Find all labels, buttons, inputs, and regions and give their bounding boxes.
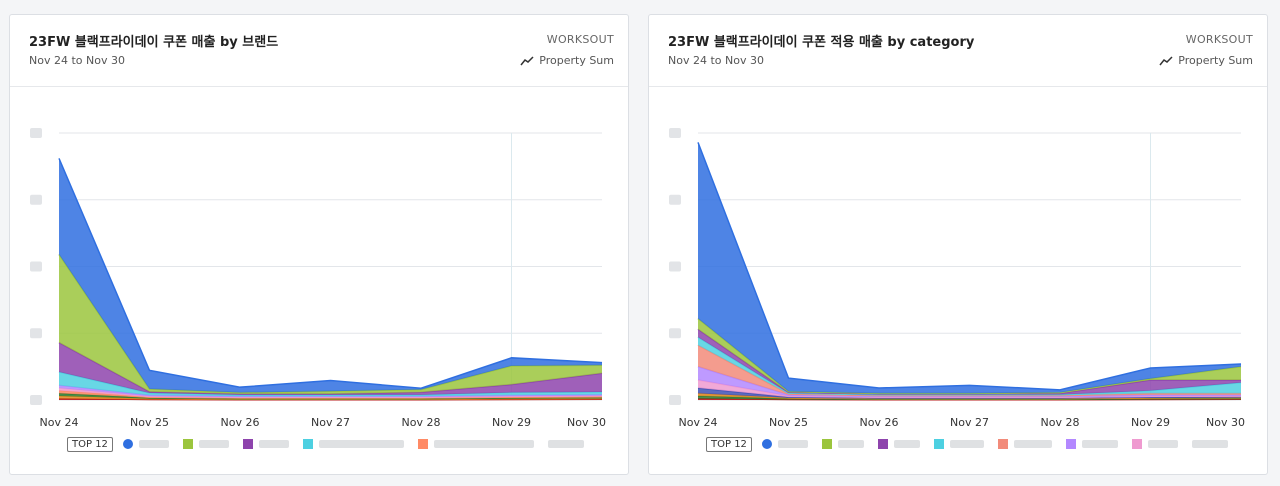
legend-swatch — [122, 439, 133, 449]
x-tick-label: Nov 29 — [492, 416, 531, 429]
legend-label-redacted — [547, 440, 584, 448]
y-tick-placeholder — [30, 194, 42, 205]
legend-item[interactable] — [933, 439, 984, 449]
x-tick-label: Nov 25 — [130, 416, 169, 429]
legend-label-redacted — [1081, 440, 1118, 448]
x-tick-label: Nov 27 — [311, 416, 350, 429]
x-tick-label: Nov 26 — [221, 416, 260, 429]
series-line — [697, 142, 1242, 391]
metric-label-text: Property Sum — [539, 54, 614, 67]
x-tick-label: Nov 27 — [950, 416, 989, 429]
metric-label: Property Sum — [1159, 54, 1253, 67]
y-tick-placeholder — [669, 194, 681, 205]
org-label: WORKSOUT — [1185, 33, 1253, 46]
y-tick-placeholder — [30, 261, 42, 272]
chart-card-category: 23FW 블랙프라이데이 쿠폰 적용 매출 by category Nov 24… — [648, 14, 1268, 475]
stacked-area-chart-category: Nov 24 Nov 25 Nov 26 Nov 27 Nov 28 Nov 29 Nov … — [669, 128, 1245, 429]
series-area[interactable] — [698, 395, 1241, 400]
legend-item[interactable] — [122, 439, 169, 449]
x-tick-label: Nov 30 — [567, 416, 606, 429]
legend-swatch — [1065, 439, 1076, 449]
legend-item[interactable] — [182, 439, 229, 449]
series-line — [58, 158, 603, 390]
legend-swatch — [821, 439, 832, 449]
series-area[interactable] — [698, 142, 1241, 394]
legend-item[interactable] — [242, 439, 289, 449]
y-tick-placeholder — [669, 261, 681, 272]
divider — [649, 86, 1267, 87]
legend-item[interactable] — [547, 440, 584, 448]
legend-item[interactable] — [302, 439, 404, 449]
metric-label-text: Property Sum — [1178, 54, 1253, 67]
legend-label-redacted — [1191, 440, 1228, 448]
legend-item[interactable] — [1191, 440, 1228, 448]
date-range: Nov 24 to Nov 30 — [668, 54, 764, 67]
trend-line-icon — [1159, 55, 1173, 65]
series-area[interactable] — [59, 158, 602, 393]
chart-legend: TOP 12 — [67, 435, 598, 453]
x-tick-label: Nov 28 — [402, 416, 441, 429]
org-label: WORKSOUT — [546, 33, 614, 46]
legend-label-redacted — [1013, 440, 1052, 448]
x-tick-label: Nov 24 — [679, 416, 718, 429]
x-tick-label: Nov 29 — [1131, 416, 1170, 429]
divider — [10, 86, 628, 87]
legend-swatch — [877, 439, 888, 449]
x-tick-label: Nov 24 — [40, 416, 79, 429]
y-tick-placeholder — [30, 128, 42, 138]
legend-item[interactable] — [417, 439, 534, 449]
legend-item[interactable] — [1131, 439, 1178, 449]
y-tick-placeholder — [30, 395, 42, 405]
series-area[interactable] — [59, 254, 602, 394]
legend-label-redacted — [893, 440, 920, 448]
legend-item[interactable] — [997, 439, 1052, 449]
legend-label-redacted — [1147, 440, 1178, 448]
legend-item[interactable] — [761, 439, 808, 449]
card-title: 23FW 블랙프라이데이 쿠폰 매출 by 브랜드 — [29, 35, 279, 50]
trend-line-icon — [520, 55, 534, 65]
legend-swatch — [242, 439, 253, 449]
legend-items — [761, 439, 1242, 449]
x-tick-label: Nov 26 — [860, 416, 899, 429]
legend-label-redacted — [198, 440, 229, 448]
legend-item[interactable] — [1065, 439, 1118, 449]
series-area[interactable] — [59, 385, 602, 398]
legend-swatch — [1131, 439, 1142, 449]
y-tick-placeholder — [30, 328, 42, 339]
card-title: 23FW 블랙프라이데이 쿠폰 적용 매출 by category — [668, 35, 975, 50]
legend-label-redacted — [949, 440, 984, 448]
series-area[interactable] — [59, 342, 602, 395]
legend-label-redacted — [777, 440, 808, 448]
legend-swatch — [761, 439, 772, 449]
legend-swatch — [933, 439, 944, 449]
legend-swatch — [417, 439, 428, 449]
series-area[interactable] — [698, 337, 1241, 396]
legend-label-redacted — [258, 440, 289, 448]
legend-label-redacted — [433, 440, 534, 448]
legend-item[interactable] — [821, 439, 864, 449]
legend-label-redacted — [837, 440, 864, 448]
series-area[interactable] — [59, 371, 602, 397]
y-tick-placeholder — [669, 395, 681, 405]
top-n-badge[interactable]: TOP 12 — [706, 436, 752, 452]
legend-swatch — [182, 439, 193, 449]
x-tick-label: Nov 28 — [1041, 416, 1080, 429]
top-n-badge[interactable]: TOP 12 — [67, 436, 113, 452]
legend-label-redacted — [318, 440, 404, 448]
y-tick-placeholder — [669, 328, 681, 339]
stacked-area-chart-brand: Nov 24 Nov 25 Nov 26 Nov 27 Nov 28 Nov 29 Nov … — [30, 128, 606, 429]
legend-items — [122, 439, 598, 449]
legend-swatch — [997, 439, 1008, 449]
series-area[interactable] — [59, 395, 602, 400]
chart-card-brand: 23FW 블랙프라이데이 쿠폰 매출 by 브랜드 Nov 24 to Nov … — [9, 14, 629, 475]
legend-item[interactable] — [877, 439, 920, 449]
metric-label: Property Sum — [520, 54, 614, 67]
legend-swatch — [302, 439, 313, 449]
y-tick-placeholder — [669, 128, 681, 138]
date-range: Nov 24 to Nov 30 — [29, 54, 125, 67]
chart-legend: TOP 12 — [706, 435, 1242, 453]
x-tick-label: Nov 30 — [1206, 416, 1245, 429]
legend-label-redacted — [138, 440, 169, 448]
x-tick-label: Nov 25 — [769, 416, 808, 429]
